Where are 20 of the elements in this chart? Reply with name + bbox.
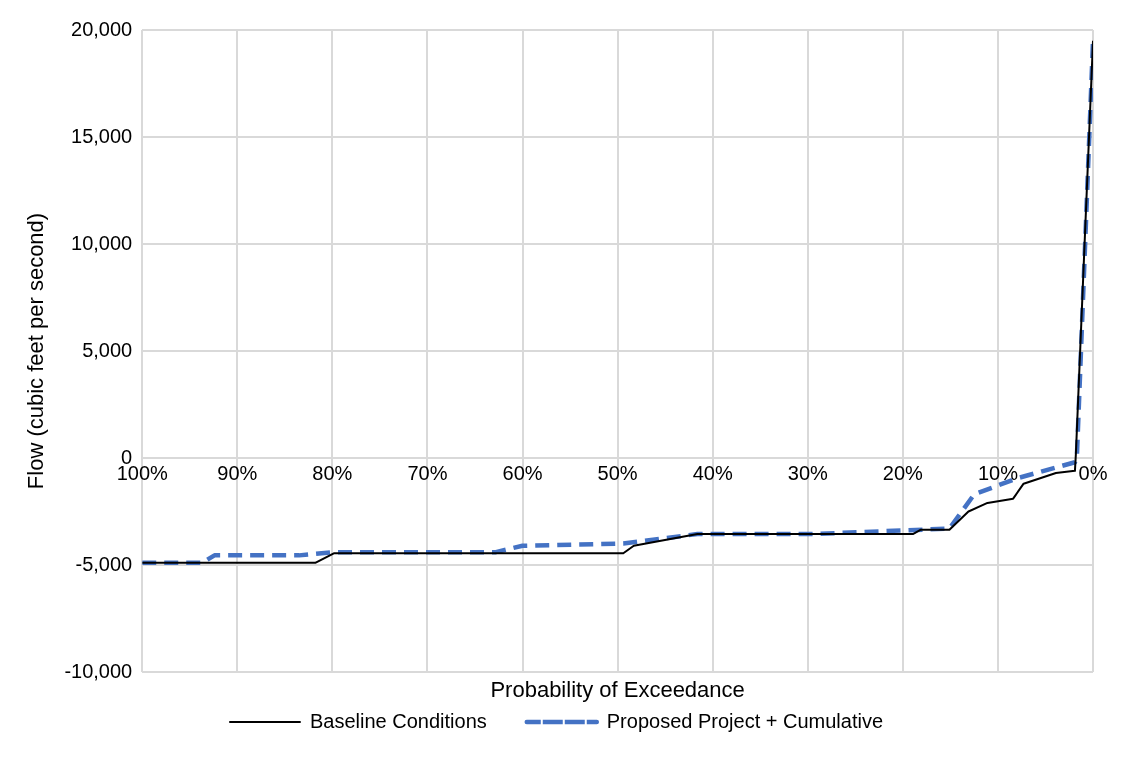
y-tick-label: -10,000: [64, 659, 133, 682]
x-axis-title: Probability of Exceedance: [490, 677, 745, 703]
legend-label: Proposed Project + Cumulative: [606, 709, 884, 732]
x-tick-label: 90%: [217, 461, 258, 484]
y-axis-title: Flow (cubic feet per second): [23, 212, 49, 490]
x-tick-label: 80%: [312, 461, 353, 484]
x-tick-label: 40%: [692, 461, 733, 484]
x-tick-label: 50%: [597, 461, 638, 484]
y-tick-label: 15,000: [71, 124, 133, 147]
x-tick-label: 0%: [1078, 461, 1108, 484]
y-tick-label: 5,000: [82, 338, 133, 361]
y-tick-label: 20,000: [71, 17, 133, 40]
y-tick-label: -5,000: [75, 552, 133, 575]
y-tick-label: 10,000: [71, 231, 133, 254]
x-tick-label: 10%: [977, 461, 1019, 484]
legend-label: Baseline Conditions: [309, 709, 487, 732]
x-tick-label: 20%: [882, 461, 924, 484]
x-tick-label: 70%: [407, 461, 448, 484]
x-tick-label: 60%: [502, 461, 543, 484]
x-tick-label: 30%: [787, 461, 828, 484]
